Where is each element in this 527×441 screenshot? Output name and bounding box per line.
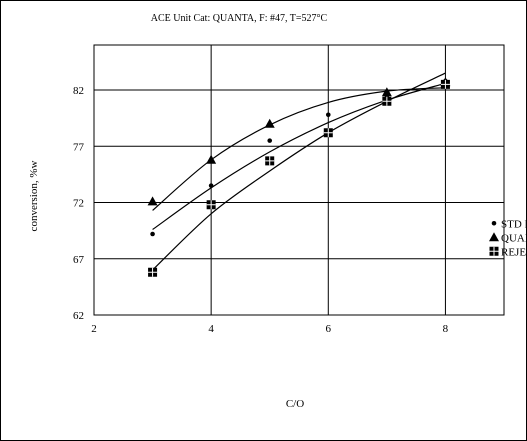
legend-label-reject: REJECT: [501, 246, 526, 258]
trend-line-std-fcc: [152, 82, 446, 230]
x-tick-label: 6: [326, 323, 332, 335]
legend-marker-quanta: [489, 232, 499, 242]
data-point-std-fcc: [208, 183, 214, 188]
plot-area-border: [93, 44, 505, 316]
trend-line-reject: [152, 72, 446, 271]
plot-area-outline: [93, 44, 505, 316]
legend-item-std-fcc: STD FCC: [491, 218, 526, 230]
data-point-std-fcc: [267, 138, 273, 143]
data-point-reject: [148, 267, 158, 277]
y-tick-label: 62: [73, 310, 84, 322]
axis-ticks: 2 4 6 8 62 67 72 77 82: [73, 85, 449, 335]
legend-item-reject: REJECT: [489, 246, 526, 258]
x-axis-label: C/O: [286, 398, 304, 410]
data-point-reject: [440, 79, 450, 89]
data-point-reject: [206, 200, 216, 210]
legend-label-quanta: QUANTA: [501, 232, 526, 244]
trend-lines: [152, 72, 446, 271]
y-tick-label: 72: [73, 198, 84, 210]
data-point-reject: [382, 96, 392, 106]
data-points: [147, 77, 451, 277]
grid: [94, 45, 504, 315]
data-point-quanta: [147, 196, 158, 206]
data-point-reject: [323, 128, 333, 138]
chart-title: ACE Unit Cat: QUANTA, F: #47, T=527°C: [151, 13, 328, 24]
legend-marker-reject: [489, 246, 499, 256]
x-tick-label: 2: [91, 323, 97, 335]
data-point-quanta: [264, 118, 275, 128]
y-tick-label: 82: [73, 85, 84, 97]
y-axis-label: conversion, %w: [28, 161, 40, 232]
y-tick-label: 67: [73, 254, 85, 266]
legend-label-std-fcc: STD FCC: [501, 218, 526, 230]
trend-line-quanta: [152, 87, 446, 211]
x-tick-label: 4: [208, 323, 214, 335]
data-point-quanta: [206, 154, 217, 164]
y-tick-label: 77: [73, 141, 85, 153]
x-tick-label: 8: [443, 323, 449, 335]
data-point-quanta: [381, 87, 392, 97]
legend-item-quanta: QUANTA: [489, 232, 526, 244]
data-point-std-fcc: [150, 231, 155, 237]
data-point-reject: [265, 156, 275, 166]
legend-marker-std-fcc: [491, 220, 497, 226]
legend: STD FCC QUANTA REJECT: [489, 218, 526, 258]
data-point-std-fcc: [325, 112, 331, 118]
